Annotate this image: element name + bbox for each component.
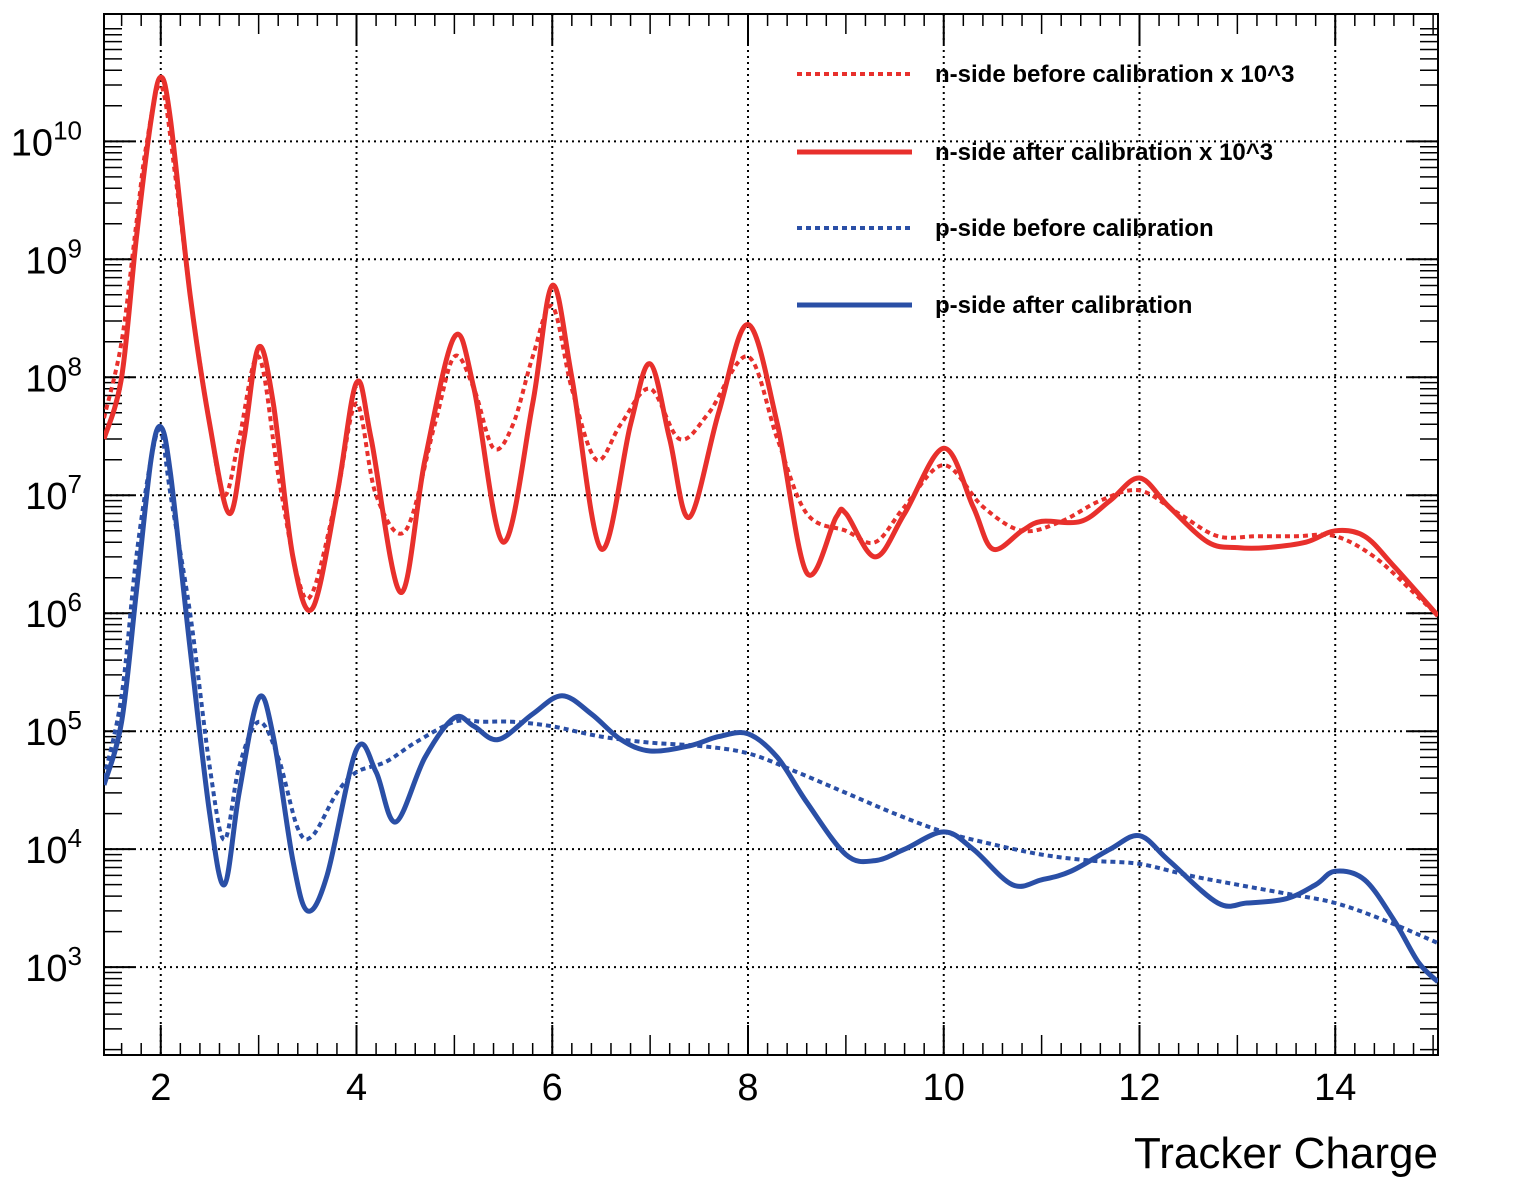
x-tick-label: 4 bbox=[346, 1067, 367, 1109]
y-tick-label: 109 bbox=[25, 233, 82, 282]
y-tick-label: 1010 bbox=[11, 115, 82, 164]
legend-label-1: n-side before calibration x 10^3 bbox=[935, 61, 1294, 88]
plot-frame bbox=[103, 13, 1439, 1056]
x-tick-label: 2 bbox=[150, 1067, 171, 1109]
series-line-2 bbox=[104, 74, 1438, 618]
y-tick-label: 103 bbox=[25, 941, 82, 990]
x-tick-label: 10 bbox=[923, 1067, 965, 1109]
y-tick-label: 106 bbox=[25, 587, 82, 636]
x-tick-label: 8 bbox=[737, 1067, 758, 1109]
x-axis-title: Tracker Charge bbox=[1134, 1129, 1438, 1178]
series-line-3 bbox=[104, 427, 1438, 945]
x-tick-label: 6 bbox=[542, 1067, 563, 1109]
grid-lines bbox=[104, 14, 1438, 1055]
series-layer bbox=[104, 74, 1438, 984]
y-tick-label: 108 bbox=[25, 351, 82, 400]
legend-label-3: p-side before calibration bbox=[935, 215, 1214, 242]
x-tick-label: 14 bbox=[1314, 1067, 1356, 1109]
series-line-4 bbox=[104, 423, 1438, 984]
y-tick-label: 107 bbox=[25, 469, 82, 518]
y-tick-label: 104 bbox=[25, 823, 82, 872]
x-tick-label: 12 bbox=[1118, 1067, 1160, 1109]
legend-label-2: n-side after calibration x 10^3 bbox=[935, 139, 1273, 166]
legend-label-4: p-side after calibration bbox=[935, 292, 1192, 319]
legend: n-side before calibration x 10^3 n-side a… bbox=[797, 61, 1294, 319]
axes: 2 4 6 8 10 12 14 103 104 105 106 107 108 109 1010 bbox=[11, 14, 1438, 1109]
y-tick-label: 105 bbox=[25, 705, 82, 754]
